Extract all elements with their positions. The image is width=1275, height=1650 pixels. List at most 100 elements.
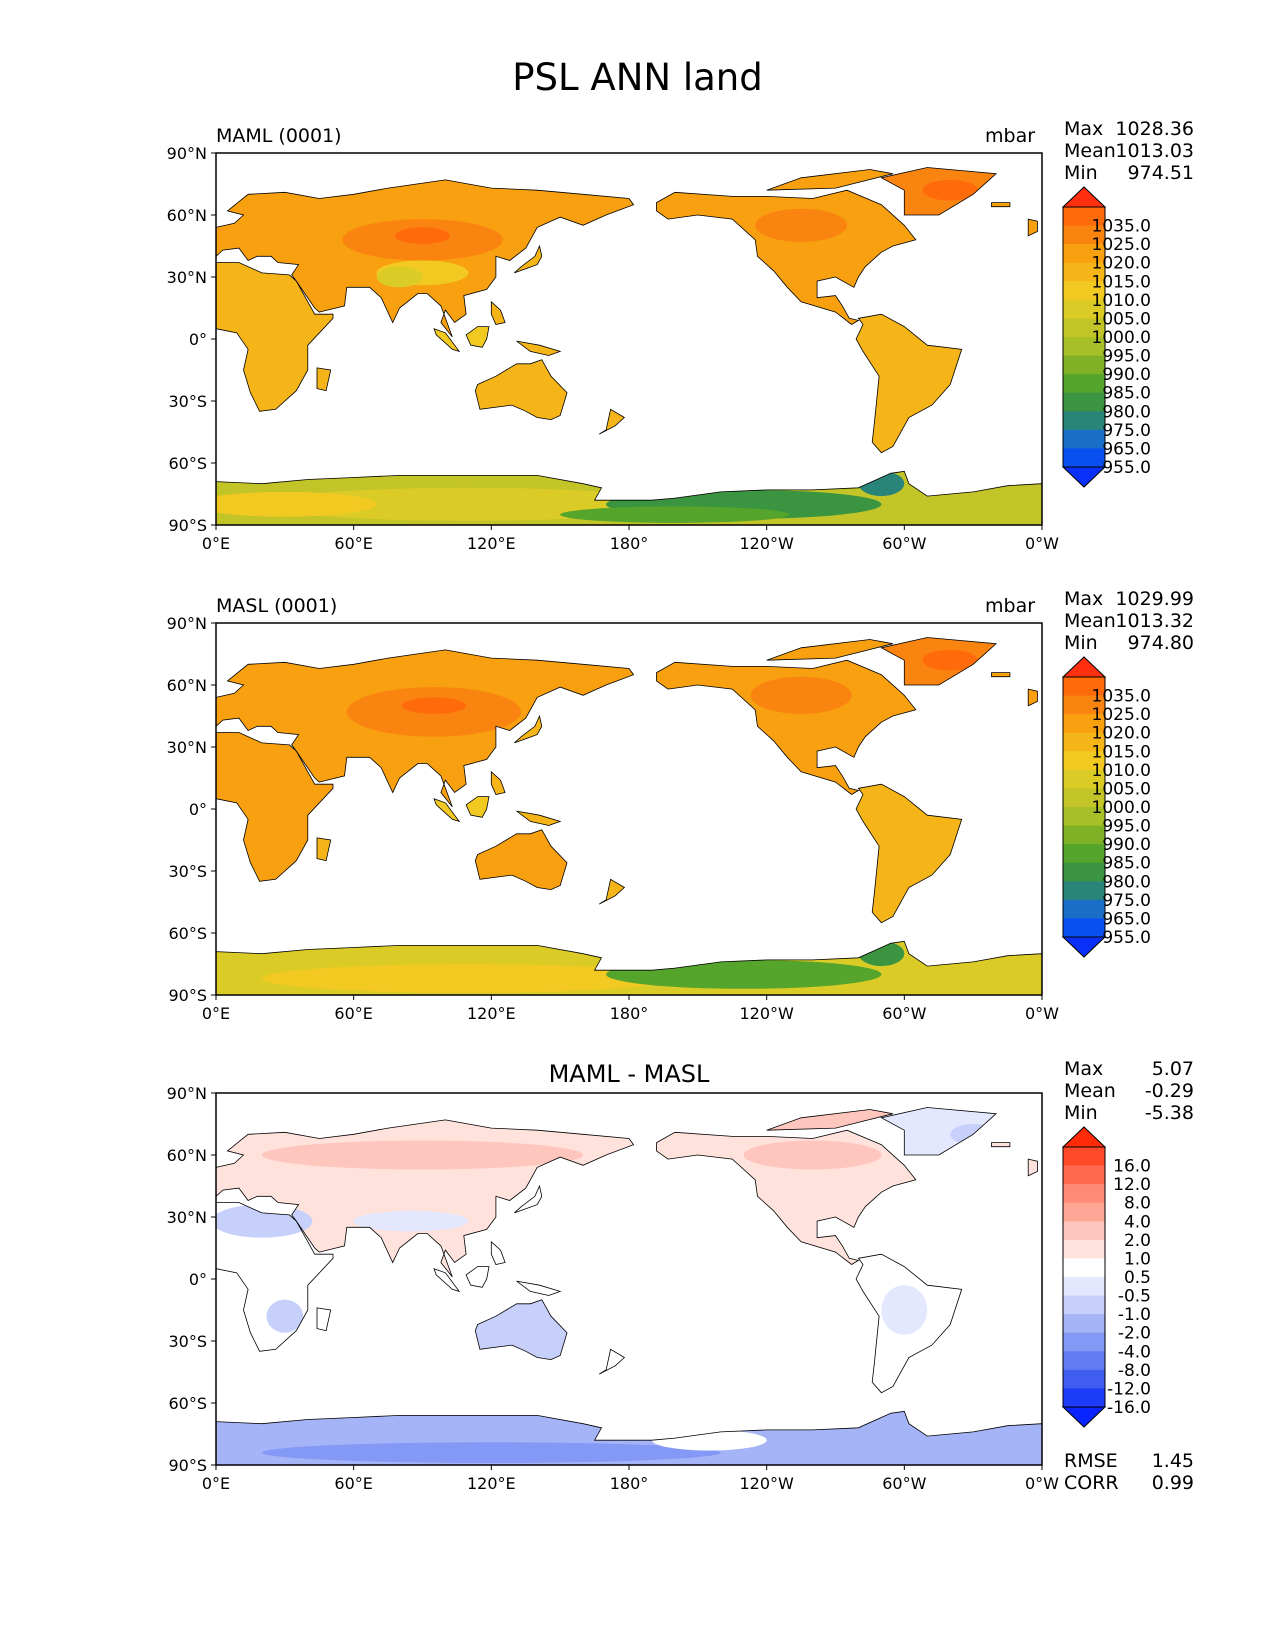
coastline-japan <box>514 714 543 744</box>
x-tick-label: 60°E <box>334 1004 372 1023</box>
land-africa <box>216 732 333 882</box>
colorbar-swatch <box>1063 918 1105 938</box>
colorbar-swatch <box>1063 732 1105 752</box>
coastline-australia <box>474 359 568 421</box>
contour-region <box>401 697 467 714</box>
coastline-japan <box>514 244 543 274</box>
coastline-borneo <box>465 326 490 348</box>
colorbar-level-label: 1035.0 <box>1092 687 1151 707</box>
coastline-borneo <box>465 1266 490 1288</box>
land-uk <box>1028 219 1038 236</box>
unit-label: mbar <box>985 125 1036 147</box>
x-tick-label: 60°E <box>334 534 372 553</box>
land-borneo <box>466 326 489 348</box>
colorbar-swatch <box>1063 244 1105 264</box>
y-tick-label: 30°S <box>168 1332 207 1351</box>
colorbar-swatch <box>1063 429 1105 449</box>
land-borneo <box>466 796 489 818</box>
colorbar-swatch <box>1063 225 1105 245</box>
colorbar-swatch <box>1063 714 1105 734</box>
coastline-new-zealand <box>598 408 626 435</box>
coastline-eurasia <box>216 179 635 338</box>
panel-maml: MAML (0001) mbar Max 1028.36 Mean 1013.03 … <box>0 115 1275 585</box>
land-australia <box>475 1299 567 1360</box>
stat-min-value: 974.80 <box>1127 632 1194 654</box>
contour-overlays <box>216 1124 997 1463</box>
colorbar-swatch <box>1063 207 1105 227</box>
colorbar-swatch <box>1063 337 1105 357</box>
x-tick-label: 180° <box>610 1004 649 1023</box>
stat-min-value: -5.38 <box>1144 1102 1194 1124</box>
contour-region <box>743 1140 882 1170</box>
colorbar-frame <box>1062 206 1106 468</box>
x-tick-label: 180° <box>610 1474 649 1493</box>
colorbar-extend-max <box>1061 1126 1107 1148</box>
land-iceland <box>991 672 1010 677</box>
colorbar-level-label: 1005.0 <box>1092 309 1151 329</box>
stat-corr-value: 0.99 <box>1151 1472 1194 1494</box>
contour-region <box>261 964 675 993</box>
coastline-africa <box>216 1202 334 1352</box>
coastline-australia <box>474 1299 568 1361</box>
colorbar-swatch <box>1063 1202 1105 1222</box>
colorbar-level-label: 990.0 <box>1102 835 1151 855</box>
y-tick-label: 30°N <box>167 738 207 757</box>
stat-rmse-key: RMSE <box>1064 1450 1118 1472</box>
colorbar-swatch <box>1063 411 1105 431</box>
contour-region <box>353 1210 469 1232</box>
x-tick-label: 120°E <box>467 1004 516 1023</box>
colorbar-level-label: 1020.0 <box>1092 724 1151 744</box>
colorbar-swatch <box>1063 262 1105 282</box>
stats-block: Max 5.07 Mean -0.29 Min -5.38 <box>1064 1058 1194 1124</box>
y-tick-label: 30°S <box>168 392 207 411</box>
coastline-n-america <box>656 189 917 325</box>
stat-max-key: Max <box>1064 118 1104 140</box>
coastline-philippines <box>490 300 506 325</box>
coastline-uk <box>1027 1158 1038 1177</box>
colorbar-swatch <box>1063 1239 1105 1259</box>
land-australia <box>475 829 567 890</box>
colorbar-level-label: 4.0 <box>1124 1212 1151 1232</box>
map-plot: 0°E 60°E 120°E 180° 120°W 60°W 0°W 90°N 60°N 30°N… <box>167 144 1151 553</box>
colorbar-level-label: 12.0 <box>1113 1175 1151 1195</box>
y-tick-label: 30°N <box>167 268 207 287</box>
map-field <box>216 1093 1042 1465</box>
land-philippines <box>491 301 506 325</box>
y-tick-label: 90°N <box>167 144 207 163</box>
stats-block: Max 1029.99 Mean 1013.32 Min 974.80 <box>1064 588 1194 654</box>
colorbar-extend-min <box>1061 936 1107 958</box>
colorbar-level-label: 980.0 <box>1102 872 1151 892</box>
colorbar-swatch <box>1063 1277 1105 1297</box>
x-tick-label: 120°E <box>467 534 516 553</box>
land-new-zealand <box>599 1349 625 1375</box>
colorbar-frame <box>1062 676 1106 938</box>
colorbar-swatch <box>1063 1165 1105 1185</box>
land-iceland <box>991 1142 1010 1147</box>
colorbar-level-label: -0.5 <box>1118 1287 1151 1307</box>
unit-label: mbar <box>985 595 1036 617</box>
colorbar-level-label: 8.0 <box>1124 1194 1151 1214</box>
colorbar-level-label: -12.0 <box>1107 1379 1151 1399</box>
colorbar-swatch <box>1063 881 1105 901</box>
colorbar-swatch <box>1063 1258 1105 1278</box>
colorbar-level-label: 1035.0 <box>1092 217 1151 237</box>
land-s-america <box>856 784 962 923</box>
coastline-greenland <box>880 167 998 216</box>
coastline-arctic-islands <box>766 639 893 661</box>
map-field <box>216 153 1042 525</box>
contour-region <box>922 179 978 201</box>
colorbar-level-label: 1015.0 <box>1092 272 1151 292</box>
colorbar-level-label: 1010.0 <box>1092 761 1151 781</box>
coastline-australia <box>474 829 568 891</box>
land-n-america <box>656 190 916 325</box>
coastline-s-america <box>855 783 963 924</box>
colorbar-swatch <box>1063 899 1105 919</box>
x-tick-label: 60°W <box>882 1474 926 1493</box>
colorbar-level-label: 975.0 <box>1102 421 1151 441</box>
coastline-iceland <box>991 1142 1011 1148</box>
colorbar-swatch <box>1063 318 1105 338</box>
x-tick-label: 120°W <box>739 534 794 553</box>
coastline-n-america <box>656 659 917 795</box>
land-arctic-islands <box>766 639 893 661</box>
contour-region <box>261 1140 584 1170</box>
